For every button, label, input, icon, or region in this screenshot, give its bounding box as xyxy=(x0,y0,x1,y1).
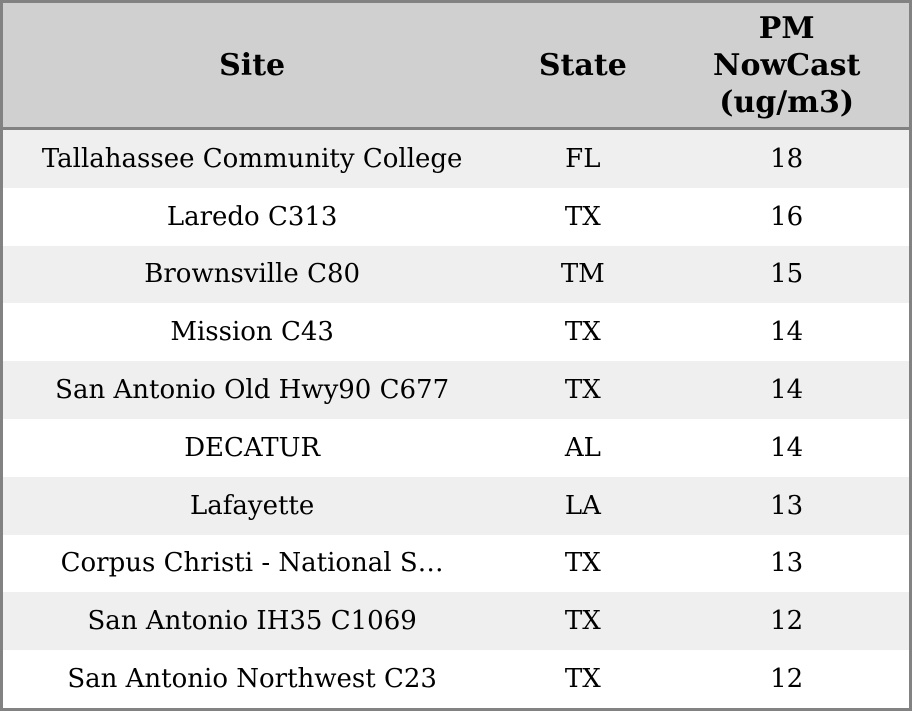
header-site: Site xyxy=(3,47,501,84)
pm-value-cell: 12 xyxy=(770,664,804,695)
state-cell: TX xyxy=(564,548,601,579)
state-cell: FL xyxy=(565,143,601,174)
pm-value-cell: 12 xyxy=(770,606,804,637)
pm-value-cell: 14 xyxy=(770,317,804,348)
table-row: Tallahassee Community College FL 18 xyxy=(3,130,909,188)
table-row: Brownsville C80 TM 15 xyxy=(3,245,909,304)
site-cell: Brownsville C80 xyxy=(144,259,361,290)
pm-value-cell: 13 xyxy=(770,490,804,521)
table-header-row: Site State PM NowCast (ug/m3) xyxy=(3,3,909,130)
site-cell: San Antonio IH35 C1069 xyxy=(87,606,417,637)
table-row: San Antonio Old Hwy90 C677 TX 14 xyxy=(3,361,909,419)
header-pm-line-3: (ug/m3) xyxy=(719,84,855,120)
table-row: Laredo C313 TX 16 xyxy=(3,187,909,246)
state-cell: TX xyxy=(564,317,601,348)
site-cell: Corpus Christi - National S… xyxy=(60,548,444,579)
table-row: Mission C43 TX 14 xyxy=(3,303,909,362)
pm-value-cell: 18 xyxy=(770,143,804,174)
header-state-label: State xyxy=(538,47,627,83)
header-state: State xyxy=(501,47,664,84)
table-row: Lafayette LA 13 xyxy=(3,476,909,535)
state-cell: AL xyxy=(564,432,601,463)
header-site-label: Site xyxy=(219,47,286,83)
table-body: Tallahassee Community College FL 18 Lare… xyxy=(3,130,909,708)
pm-value-cell: 15 xyxy=(770,259,804,290)
state-cell: LA xyxy=(564,490,601,521)
site-cell: Laredo C313 xyxy=(166,201,338,232)
site-cell: DECATUR xyxy=(184,432,321,463)
state-cell: TX xyxy=(564,664,601,695)
header-pm-line-1: PM xyxy=(758,10,815,46)
state-cell: TX xyxy=(564,375,601,406)
state-cell: TX xyxy=(564,606,601,637)
table-row: San Antonio Northwest C23 TX 12 xyxy=(3,650,909,708)
site-cell: Tallahassee Community College xyxy=(41,143,463,174)
pm-value-cell: 13 xyxy=(770,548,804,579)
pm-value-cell: 16 xyxy=(770,201,804,232)
site-cell: San Antonio Northwest C23 xyxy=(67,664,437,695)
table-row: DECATUR AL 14 xyxy=(3,418,909,477)
table-row: Corpus Christi - National S… TX 13 xyxy=(3,534,909,593)
state-cell: TM xyxy=(560,259,605,290)
site-cell: Lafayette xyxy=(190,490,315,521)
pm-value-cell: 14 xyxy=(770,432,804,463)
header-pm-line-2: NowCast xyxy=(713,47,861,83)
site-cell: San Antonio Old Hwy90 C677 xyxy=(55,375,450,406)
site-cell: Mission C43 xyxy=(170,317,334,348)
state-cell: TX xyxy=(564,201,601,232)
pm-value-cell: 14 xyxy=(770,375,804,406)
table-row: San Antonio IH35 C1069 TX 12 xyxy=(3,592,909,651)
header-pm-nowcast: PM NowCast (ug/m3) xyxy=(664,10,909,121)
